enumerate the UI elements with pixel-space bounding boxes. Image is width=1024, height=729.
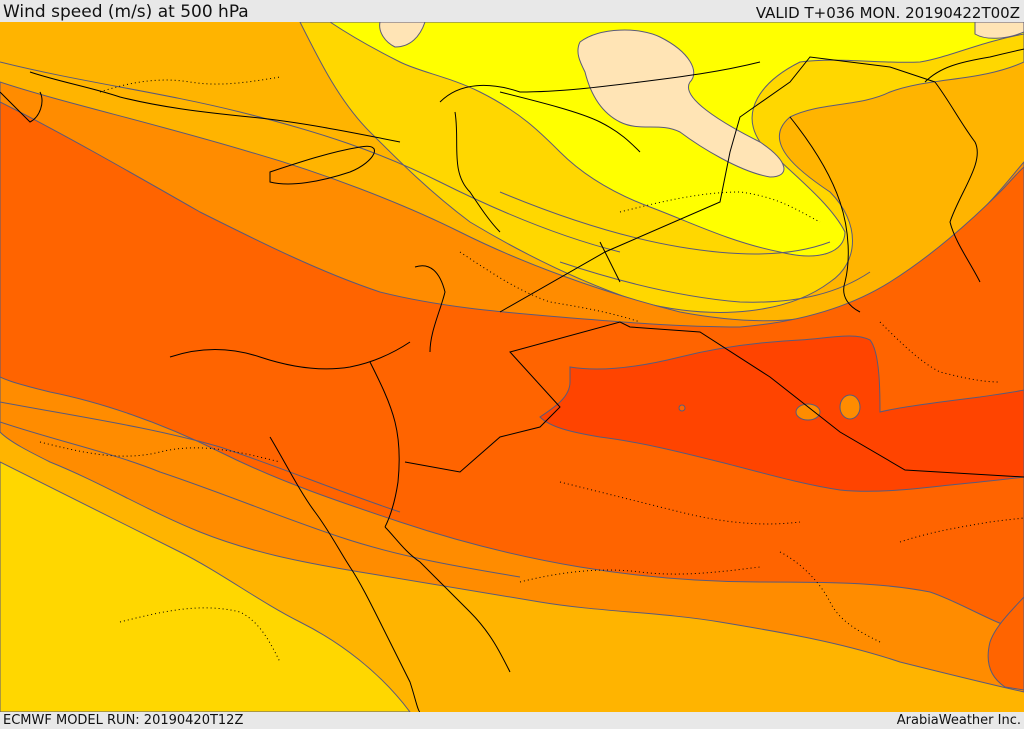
valid-time: VALID T+036 MON. 20190422T00Z xyxy=(755,4,1020,22)
wind-speed-map xyxy=(0,22,1024,712)
footer-bar: ECMWF MODEL RUN: 20190420T12Z ArabiaWeat… xyxy=(0,712,1024,729)
wind-band-peach-2 xyxy=(379,22,426,48)
map-title: Wind speed (m/s) at 500 hPa xyxy=(3,2,249,22)
contour-lines xyxy=(0,61,871,578)
model-run-label: ECMWF MODEL RUN: 20190420T12Z xyxy=(3,713,244,728)
coastlines xyxy=(0,48,1024,712)
wind-core-blob-3 xyxy=(678,404,686,412)
country-borders xyxy=(369,56,1024,528)
wind-core-blob-1 xyxy=(839,394,861,420)
wind-core-blob-2 xyxy=(795,403,821,421)
credit-label: ArabiaWeather Inc. xyxy=(896,713,1021,728)
header-bar: Wind speed (m/s) at 500 hPa VALID T+036 … xyxy=(0,0,1024,22)
wind-band-north-yellow xyxy=(329,22,1024,257)
wind-band-se-dark xyxy=(987,596,1024,691)
admin-boundaries xyxy=(39,76,1024,663)
wind-band-sw-gold xyxy=(0,461,411,712)
wind-band-peach-1 xyxy=(577,29,785,178)
